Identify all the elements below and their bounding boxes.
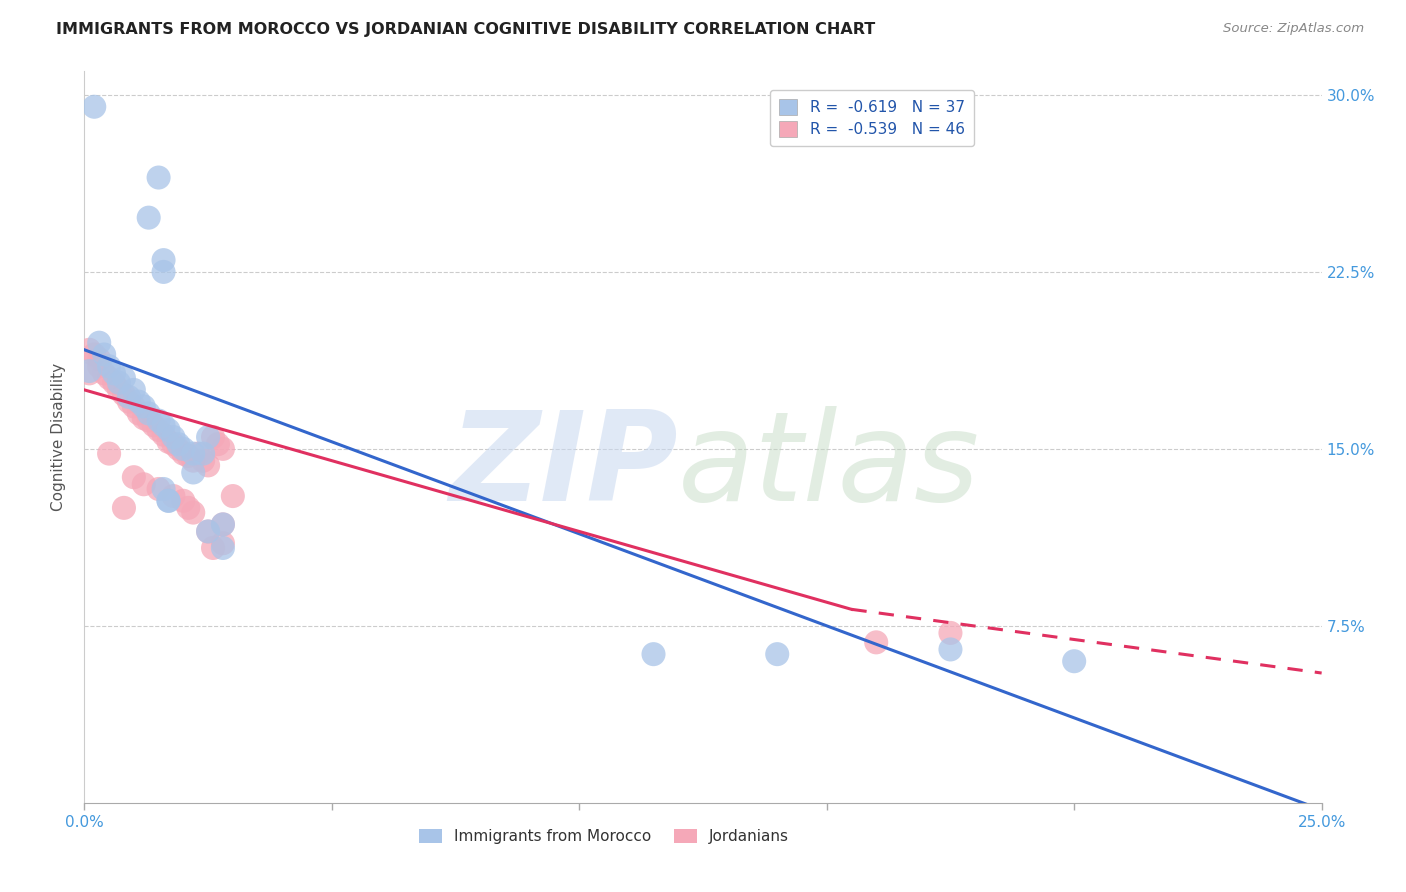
Point <box>157 493 180 508</box>
Point <box>181 453 204 467</box>
Point <box>148 170 170 185</box>
Point <box>118 390 141 404</box>
Point <box>152 265 174 279</box>
Point <box>93 347 115 361</box>
Text: atlas: atlas <box>678 406 980 527</box>
Point <box>172 447 194 461</box>
Legend: Immigrants from Morocco, Jordanians: Immigrants from Morocco, Jordanians <box>413 822 796 850</box>
Point <box>939 642 962 657</box>
Point <box>172 493 194 508</box>
Point <box>157 423 180 437</box>
Point <box>128 394 150 409</box>
Point <box>103 376 125 390</box>
Point <box>79 367 101 381</box>
Point <box>207 437 229 451</box>
Text: Source: ZipAtlas.com: Source: ZipAtlas.com <box>1223 22 1364 36</box>
Point <box>181 447 204 461</box>
Point <box>181 466 204 480</box>
Point <box>212 442 235 456</box>
Point <box>93 367 115 381</box>
Point <box>138 413 160 427</box>
Point <box>79 343 101 357</box>
Point <box>142 418 165 433</box>
Point <box>212 536 235 550</box>
Point <box>152 418 174 433</box>
Point <box>148 423 170 437</box>
Point <box>118 394 141 409</box>
Point <box>212 541 235 555</box>
Point <box>167 442 190 456</box>
Point <box>197 524 219 539</box>
Point <box>202 430 225 444</box>
Point <box>222 489 245 503</box>
Point <box>197 524 219 539</box>
Point <box>1063 654 1085 668</box>
Point <box>162 430 184 444</box>
Y-axis label: Cognitive Disability: Cognitive Disability <box>51 363 66 511</box>
Point <box>122 400 145 414</box>
Point <box>83 100 105 114</box>
Point <box>98 359 121 374</box>
Point <box>157 493 180 508</box>
Point <box>152 482 174 496</box>
Point <box>132 477 155 491</box>
Point <box>181 506 204 520</box>
Text: IMMIGRANTS FROM MOROCCO VS JORDANIAN COGNITIVE DISABILITY CORRELATION CHART: IMMIGRANTS FROM MOROCCO VS JORDANIAN COG… <box>56 22 876 37</box>
Point <box>89 335 111 350</box>
Point <box>89 359 111 374</box>
Point <box>865 635 887 649</box>
Point <box>939 626 962 640</box>
Point <box>191 447 214 461</box>
Point <box>152 427 174 442</box>
Point <box>162 437 184 451</box>
Point <box>187 447 209 461</box>
Point <box>202 541 225 555</box>
Point <box>112 371 135 385</box>
Text: ZIP: ZIP <box>450 406 678 527</box>
Point <box>162 489 184 503</box>
Point <box>212 517 235 532</box>
Point <box>152 253 174 268</box>
Point <box>212 517 235 532</box>
Point <box>177 449 200 463</box>
Point <box>132 411 155 425</box>
Point <box>122 383 145 397</box>
Point <box>138 407 160 421</box>
Point <box>157 434 180 449</box>
Point <box>191 453 214 467</box>
Point <box>132 400 155 414</box>
Point <box>98 371 121 385</box>
Point <box>103 367 125 381</box>
Point <box>766 647 789 661</box>
Point <box>197 458 219 473</box>
Point <box>98 447 121 461</box>
Point <box>108 383 131 397</box>
Point <box>112 387 135 401</box>
Point <box>148 482 170 496</box>
Point <box>643 647 665 661</box>
Point <box>167 437 190 451</box>
Point <box>122 470 145 484</box>
Point <box>138 211 160 225</box>
Point <box>89 352 111 367</box>
Point <box>112 500 135 515</box>
Point <box>79 364 101 378</box>
Point <box>108 376 131 390</box>
Point <box>177 500 200 515</box>
Point <box>83 347 105 361</box>
Point <box>172 442 194 456</box>
Point <box>197 430 219 444</box>
Point <box>128 407 150 421</box>
Point <box>148 413 170 427</box>
